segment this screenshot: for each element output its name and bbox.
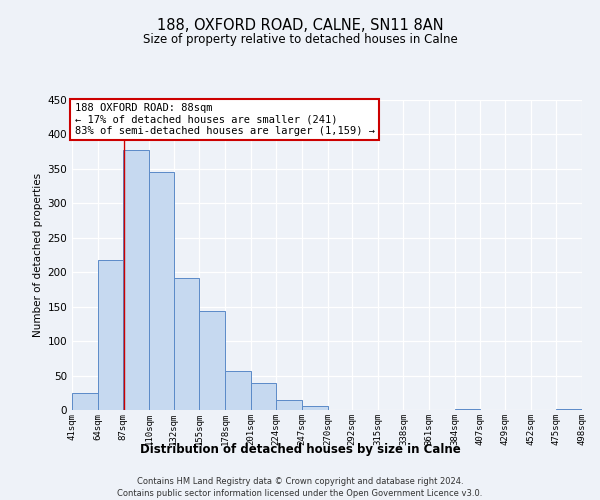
Bar (276, 400, 302, 410)
Text: Contains HM Land Registry data © Crown copyright and database right 2024.: Contains HM Land Registry data © Crown c… (137, 478, 463, 486)
Bar (302, 406, 328, 410)
Bar (72, 394, 98, 410)
Bar (149, 172, 173, 410)
Bar (124, 150, 149, 410)
Y-axis label: Number of detached properties: Number of detached properties (33, 173, 43, 337)
Bar (98, 260, 124, 410)
Text: Size of property relative to detached houses in Calne: Size of property relative to detached ho… (143, 32, 457, 46)
Bar (173, 278, 199, 410)
Bar (199, 312, 225, 410)
Text: Distribution of detached houses by size in Calne: Distribution of detached houses by size … (140, 442, 460, 456)
Text: Contains public sector information licensed under the Open Government Licence v3: Contains public sector information licen… (118, 489, 482, 498)
Text: 188 OXFORD ROAD: 88sqm
← 17% of detached houses are smaller (241)
83% of semi-de: 188 OXFORD ROAD: 88sqm ← 17% of detached… (74, 103, 374, 136)
Bar (225, 372, 251, 410)
Bar (251, 383, 276, 410)
Text: 188, OXFORD ROAD, CALNE, SN11 8AN: 188, OXFORD ROAD, CALNE, SN11 8AN (157, 18, 443, 32)
